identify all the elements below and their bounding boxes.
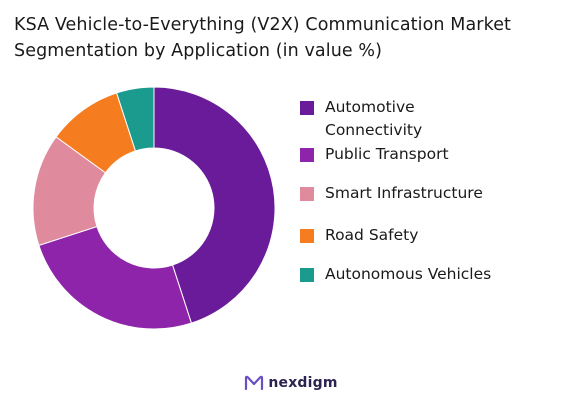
- brand-name: nexdigm: [268, 375, 338, 391]
- legend-label-automotive-connectivity: Automotive Connectivity: [325, 98, 423, 139]
- legend-item-autonomous-vehicles[interactable]: Autonomous Vehicles: [300, 263, 505, 286]
- slice-automotive-connectivity[interactable]: [153, 86, 276, 324]
- legend-item-road-safety[interactable]: Road Safety: [300, 224, 505, 247]
- chart-title-line-1: KSA Vehicle-to-Everything (V2X) Communic…: [14, 15, 512, 35]
- chart-title-line-2: Segmentation by Application (in value %): [14, 41, 383, 61]
- legend-swatch-automotive-connectivity: [300, 101, 314, 115]
- nexdigm-logo-icon: [245, 375, 264, 391]
- slice-autonomous-vehicles[interactable]: [115, 86, 155, 152]
- slice-public-transport[interactable]: [38, 225, 193, 330]
- legend-item-automotive-connectivity[interactable]: Automotive Connectivity: [300, 96, 505, 142]
- legend-swatch-public-transport: [300, 148, 314, 162]
- legend-swatch-road-safety: [300, 229, 314, 243]
- legend-item-smart-infrastructure[interactable]: Smart Infrastructure: [300, 182, 505, 205]
- legend-label-smart-infrastructure: Smart Infrastructure: [325, 184, 483, 202]
- legend-item-public-transport[interactable]: Public Transport: [300, 143, 505, 166]
- brand-logo[interactable]: nexdigm: [244, 375, 337, 391]
- legend-swatch-autonomous-vehicles: [300, 268, 314, 282]
- legend-label-public-transport: Public Transport: [325, 145, 449, 163]
- legend-label-road-safety: Road Safety: [325, 226, 419, 244]
- footer: nexdigm: [0, 375, 582, 395]
- chart-title: KSA Vehicle-to-Everything (V2X) Communic…: [14, 12, 574, 64]
- legend-label-autonomous-vehicles: Autonomous Vehicles: [325, 265, 492, 283]
- legend-swatch-smart-infrastructure: [300, 187, 314, 201]
